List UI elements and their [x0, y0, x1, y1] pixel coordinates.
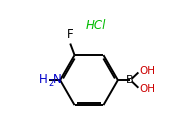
Text: N: N: [53, 73, 62, 86]
Text: HCl: HCl: [86, 19, 106, 32]
Text: OH: OH: [140, 84, 156, 94]
Text: 2: 2: [48, 79, 53, 88]
Text: OH: OH: [140, 66, 156, 76]
Text: F: F: [67, 28, 74, 41]
Text: H: H: [39, 73, 48, 86]
Text: B: B: [126, 75, 134, 85]
